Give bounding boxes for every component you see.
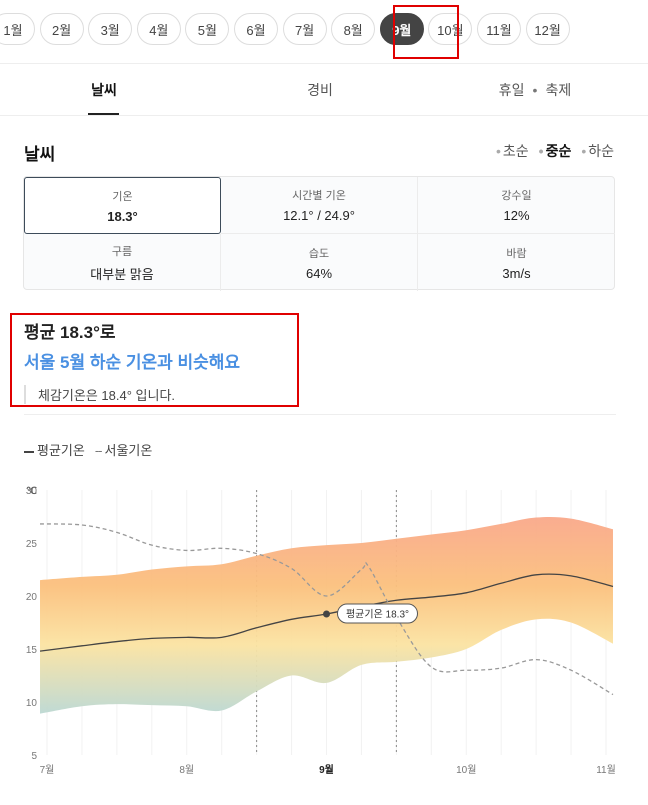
stat-value: 3m/s bbox=[502, 265, 531, 281]
tab-weather[interactable]: 날씨 bbox=[91, 82, 117, 98]
average-marker-dot bbox=[323, 610, 330, 618]
y-tick-label: 10 bbox=[26, 698, 38, 709]
tab-active-indicator bbox=[88, 113, 119, 115]
x-tick-label: 9월 bbox=[319, 764, 334, 776]
period-dot: • bbox=[538, 143, 544, 159]
legend-dashed-line-icon: -- bbox=[94, 443, 103, 458]
legend-avg: 평균기온 bbox=[24, 440, 85, 459]
x-tick-label: 10월 bbox=[456, 764, 476, 776]
month-chip-3[interactable]: 3월 bbox=[88, 13, 133, 45]
period-option-2[interactable]: • 중순 bbox=[539, 141, 572, 161]
stat-cell-3: 강수일 12% bbox=[418, 177, 615, 234]
stat-value: 18.3° bbox=[107, 208, 138, 224]
legend-solid-line-icon bbox=[24, 450, 34, 453]
month-chip-4[interactable]: 4월 bbox=[136, 13, 181, 45]
month-chip-1[interactable]: 1월 bbox=[0, 13, 35, 45]
stat-label: 바람 bbox=[506, 247, 527, 260]
stat-cell-2: 시간별 기온 12.1° / 24.9° bbox=[221, 177, 418, 234]
weather-summary: 평균 18.3°로 서울 5월 하순 기온과 비슷해요 체감기온은 18.4° … bbox=[24, 318, 240, 404]
summary-comparison: 서울 5월 하순 기온과 비슷해요 bbox=[24, 353, 241, 372]
tab-holiday-festival[interactable]: 휴일 • 축제 bbox=[470, 64, 600, 116]
section-title: 날씨 bbox=[24, 145, 56, 164]
tab-holiday-label: 휴일 bbox=[498, 82, 525, 98]
period-option-1[interactable]: • 초순 bbox=[496, 141, 529, 161]
chart-legend: 평균기온 -- 서울기온 bbox=[24, 440, 152, 459]
month-chip-2[interactable]: 2월 bbox=[39, 13, 84, 45]
month-chip-8[interactable]: 8월 bbox=[331, 13, 376, 45]
y-tick-label: 25 bbox=[26, 539, 38, 550]
marker-label: 평균기온 18.3° bbox=[346, 609, 409, 621]
stat-value: 64% bbox=[305, 265, 333, 281]
month-chip-9[interactable]: 9월 bbox=[379, 13, 424, 45]
month-chip-5[interactable]: 5월 bbox=[185, 13, 230, 45]
period-dot: • bbox=[495, 143, 501, 159]
stat-label: 습도 bbox=[308, 247, 330, 260]
x-tick-label: 8월 bbox=[179, 764, 194, 776]
series-line-seoul bbox=[39, 523, 614, 696]
month-chip-7[interactable]: 7월 bbox=[282, 13, 327, 45]
stat-cell-1[interactable]: 기온 18.3° bbox=[24, 177, 221, 234]
separator-dot: • bbox=[532, 82, 538, 98]
period-toggle: • 초순 • 중순 • 하순 bbox=[496, 141, 614, 161]
stat-cell-6: 바람 3m/s bbox=[418, 234, 615, 291]
period-label: 초순 bbox=[502, 143, 529, 159]
tab-cost[interactable]: 경비 bbox=[307, 82, 333, 98]
month-selector: 1월 2월 3월 4월 5월 6월 7월 8월 9월 10월 11월 12월 bbox=[0, 0, 648, 64]
x-tick-label: 7월 bbox=[40, 764, 55, 776]
month-chip-11[interactable]: 11월 bbox=[477, 13, 521, 45]
y-tick-label: 15 bbox=[26, 645, 38, 656]
category-tabs: 날씨 경비 휴일 • 축제 bbox=[0, 64, 648, 116]
stat-label: 시간별 기온 bbox=[292, 190, 346, 202]
legend-seoul: -- 서울기온 bbox=[95, 440, 153, 459]
legend-avg-label: 평균기온 bbox=[37, 443, 85, 458]
y-axis-unit: ℃ bbox=[26, 486, 37, 497]
legend-seoul-label: 서울기온 bbox=[104, 443, 153, 458]
stat-cell-5: 습도 64% bbox=[221, 234, 418, 291]
temperature-chart: 5 10 15 20 25 30℃ 7월 8월 9월 10월 11월 평균기온 18.3° bbox=[26, 486, 616, 776]
stat-label: 기온 bbox=[112, 190, 133, 203]
stat-value: 대부분 맑음 bbox=[90, 266, 154, 282]
stat-value: 12.1° / 24.9° bbox=[283, 208, 355, 223]
period-dot: • bbox=[581, 143, 587, 159]
stat-label: 강수일 bbox=[501, 190, 532, 202]
month-chip-12[interactable]: 12월 bbox=[525, 13, 570, 45]
divider bbox=[24, 414, 616, 415]
period-option-3[interactable]: • 하순 bbox=[581, 141, 614, 161]
y-tick-label: 20 bbox=[26, 592, 38, 603]
month-chip-10[interactable]: 10월 bbox=[428, 13, 473, 45]
summary-average: 평균 18.3°로 bbox=[24, 323, 116, 342]
period-label: 하순 bbox=[588, 143, 614, 159]
tab-festival-label: 축제 bbox=[545, 82, 572, 98]
summary-feels-like: 체감기온은 18.4° 입니다. bbox=[24, 385, 240, 404]
x-tick-label: 11월 bbox=[596, 764, 616, 776]
marker-label-bubble bbox=[337, 603, 418, 624]
y-tick-label: 5 bbox=[31, 751, 37, 762]
stat-value: 12% bbox=[503, 208, 530, 223]
period-label: 중순 bbox=[545, 143, 572, 159]
stat-label: 구름 bbox=[111, 245, 133, 258]
month-chip-6[interactable]: 6월 bbox=[234, 13, 278, 45]
y-tick-label: 30 bbox=[26, 486, 38, 497]
